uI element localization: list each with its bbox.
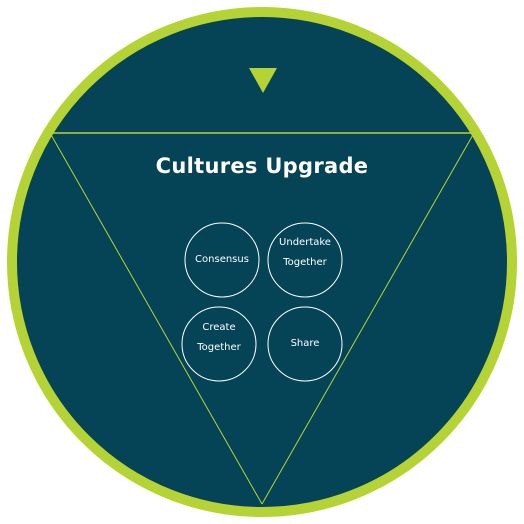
bubble-text-line: Consensus: [195, 254, 249, 265]
triangle-left-edge: [49, 132, 263, 505]
triangle-right-edge: [261, 132, 475, 505]
triangle-down-icon: [249, 68, 277, 93]
outer-ring: [7, 7, 517, 517]
bubble-create-together: [181, 306, 257, 382]
bubble-text-line: Together: [283, 257, 327, 268]
bubble-text-line: Create: [202, 322, 236, 333]
bubble-text-line: Together: [197, 342, 241, 353]
bubble-label-create-together: Create Together: [179, 318, 259, 358]
bubble-undertake-together: [267, 222, 343, 298]
bubble-label-share: Share: [265, 334, 345, 354]
bubble-text-line: Undertake: [279, 237, 331, 248]
bubble-label-undertake-together: Undertake Together: [265, 233, 345, 273]
bubble-share: [267, 306, 343, 382]
bubble-label-consensus: Consensus: [182, 250, 262, 270]
diagram-title: Cultures Upgrade: [155, 154, 369, 178]
bubble-text-line: Share: [290, 338, 320, 349]
bubble-consensus: [184, 222, 260, 298]
